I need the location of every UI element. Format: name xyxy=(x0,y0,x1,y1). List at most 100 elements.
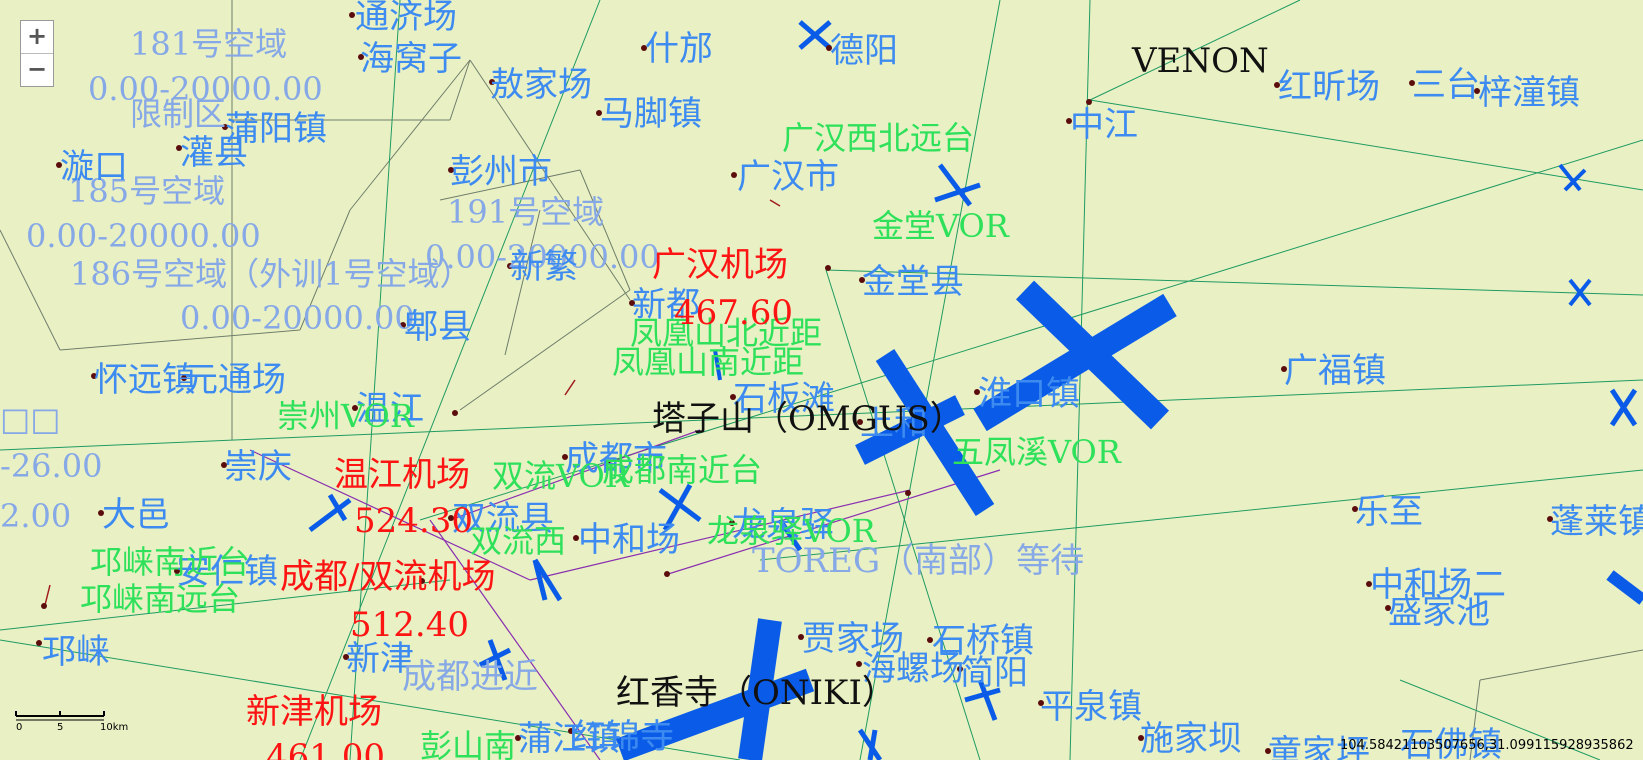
navaid-shuangliu-vor: 双流VOR xyxy=(492,457,629,495)
navaid-fenghuang-north: 凤凰山北近距 xyxy=(630,314,823,352)
place-dot xyxy=(221,462,227,468)
navaid-jintang-vor: 金堂VOR xyxy=(872,207,1009,245)
place-shuangliuxian: 双流县 xyxy=(452,499,554,539)
place-dot xyxy=(562,454,568,460)
zoom-control: + − xyxy=(20,20,54,87)
place-pengzhou: 彭州市 xyxy=(450,152,552,192)
airport-xinjin-elevation: 461.00 xyxy=(266,737,385,760)
fix-tazishan: 塔子山（OMGUS） xyxy=(652,399,964,439)
place-jianyang: 简阳 xyxy=(960,653,1028,693)
airspace-186-range: 0.00-20000.00 xyxy=(180,299,415,337)
left-value-1: -26.00 xyxy=(0,447,103,485)
small-markers xyxy=(44,199,781,606)
place-shibantan: 石板滩 xyxy=(733,379,835,419)
navaid-longquan-vor: 龙泉驿VOR xyxy=(707,512,876,550)
place-lezhi: 乐至 xyxy=(1355,492,1423,532)
zoom-out-button[interactable]: − xyxy=(21,53,53,86)
place-dot xyxy=(629,300,635,306)
place-guanghanshi: 广汉市 xyxy=(737,157,839,197)
place-deyang: 德阳 xyxy=(830,31,898,71)
place-dot xyxy=(448,167,454,173)
airport-xinjin: 新津机场 xyxy=(246,692,382,732)
place-jintangxian: 金堂县 xyxy=(862,262,964,302)
navaid-wufengxi-vor: 五凤溪VOR xyxy=(952,433,1121,471)
place-dot xyxy=(1038,700,1044,706)
place-hongguangsi: 红锦寺 xyxy=(572,717,674,757)
place-dot xyxy=(905,490,911,496)
place-dot xyxy=(1547,516,1553,522)
airport-wenjiang-elevation: 524.30 xyxy=(354,501,473,541)
place-dot xyxy=(1138,735,1144,741)
hold-toreg: TOREG（南部）等待 xyxy=(752,541,1085,581)
place-haiwozi: 海窝子 xyxy=(360,39,462,79)
airspace-191-name: 191号空域 xyxy=(447,193,605,231)
left-value-2: 2.00 xyxy=(0,497,72,535)
runway-markers xyxy=(308,20,1643,760)
place-dot xyxy=(604,460,610,466)
place-shangba: 上和 xyxy=(860,404,928,444)
place-dot xyxy=(729,520,735,526)
place-dot xyxy=(1385,605,1391,611)
place-dot xyxy=(573,535,579,541)
place-dot xyxy=(358,54,364,60)
place-dot xyxy=(419,578,425,584)
place-dot xyxy=(798,634,804,640)
place-dot xyxy=(452,410,458,416)
airspace-186-name: 186号空域（外训1号空域） xyxy=(70,255,472,293)
place-dot xyxy=(1352,506,1358,512)
place-dot xyxy=(222,124,228,130)
place-puyang: 蒲阳镇 xyxy=(225,109,327,149)
place-pengzhen: 蒲江镇 xyxy=(518,719,620,759)
navaid-chongzhou-vor: 崇州VOR xyxy=(277,397,414,435)
place-dot xyxy=(98,510,104,516)
place-xindu: 新都 xyxy=(632,285,700,325)
place-zhongheer: 中和场二 xyxy=(1370,565,1506,605)
place-shiqiao: 石桥镇 xyxy=(932,621,1034,661)
place-dayi: 大邑 xyxy=(102,495,170,535)
place-hailuo: 海螺场 xyxy=(862,649,964,689)
place-dot xyxy=(343,654,349,660)
place-shengjia: 盛家池 xyxy=(1388,592,1490,632)
zoom-in-button[interactable]: + xyxy=(26,22,48,50)
place-dot xyxy=(974,389,980,395)
scale-label-10: 10km xyxy=(100,722,129,733)
place-dot xyxy=(664,571,670,577)
place-shifang: 什邡 xyxy=(645,29,713,69)
place-dot xyxy=(349,12,355,18)
place-tianjiaping: 童家坪 xyxy=(1268,733,1370,760)
place-dot xyxy=(1409,80,1415,86)
scale-label-0: 0 xyxy=(16,722,23,733)
place-tongjichang: 通济场 xyxy=(355,0,457,37)
airspace-185-name: 185号空域 xyxy=(68,172,226,210)
place-chongqing: 崇庆 xyxy=(224,447,292,487)
airspace-191-range: 0.00-20000.00 xyxy=(425,238,660,276)
place-dot xyxy=(174,568,180,574)
airspace-181-name: 181号空域 xyxy=(130,25,288,63)
place-xinfan: 新繁 xyxy=(510,247,578,287)
place-dot xyxy=(352,405,358,411)
place-majiaozhen: 马脚镇 xyxy=(600,94,702,134)
place-penglai: 蓬莱镇 xyxy=(1550,502,1643,542)
place-qionglai: 邛崃 xyxy=(42,632,110,672)
place-dot xyxy=(515,735,521,741)
place-dot xyxy=(1274,82,1280,88)
place-huaikou: 淮口镇 xyxy=(978,374,1080,414)
place-dot xyxy=(1366,581,1372,587)
place-dot xyxy=(730,394,736,400)
navaid-fenghuang-south: 凤凰山南近距 xyxy=(612,343,805,381)
place-dot xyxy=(36,640,42,646)
place-dot xyxy=(1474,88,1480,94)
airspace-181-range: 0.00-20000.00 xyxy=(88,70,323,108)
place-dot xyxy=(826,45,832,51)
place-zhonghe: 中和场 xyxy=(578,520,680,560)
scale-bar xyxy=(15,711,105,721)
place-dot xyxy=(41,603,47,609)
place-dot xyxy=(856,661,862,667)
place-dot xyxy=(56,162,62,168)
place-guanxian: 灌县 xyxy=(180,133,248,173)
place-dot xyxy=(1265,748,1271,754)
